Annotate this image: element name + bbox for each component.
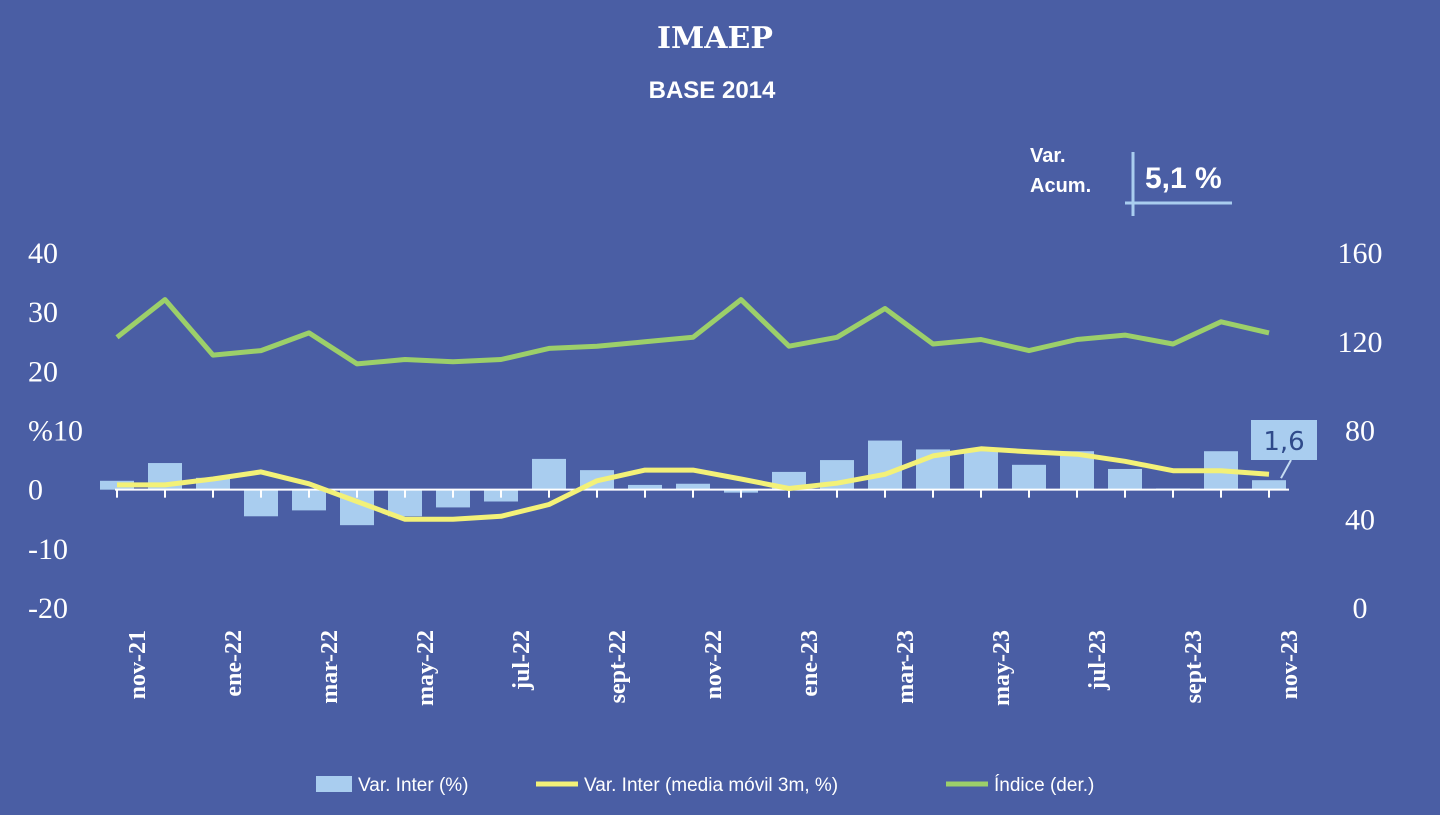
x-tick-label: may-23 [989,630,1015,706]
acum-annotation: Var. Acum. 5,1 % [1030,145,1232,216]
bar [964,449,998,490]
left-tick-label: 20 [28,355,58,388]
index-line [115,297,1270,367]
chart-title: IMAEP [657,21,773,56]
legend-label-index: Índice (der.) [994,775,1094,796]
left-tick-label: -20 [28,592,68,625]
x-tick-label: jul-22 [509,630,535,691]
bar [532,458,566,490]
callout-label: 1,6 [1263,427,1304,457]
bar [868,440,902,490]
x-axis-labels: nov-21 ene-22 mar-22 may-22 jul-22 sept-22 nov… [125,630,1303,706]
x-tick-label: jul-23 [1085,630,1111,691]
left-tick-label: %10 [28,415,83,448]
chart-subtitle: BASE 2014 [649,77,776,104]
legend: Var. Inter (%) Var. Inter (media móvil 3… [316,775,1094,796]
bar [1012,464,1046,490]
callout-leader [1280,459,1292,479]
x-axis-ticks [116,489,1270,498]
bar [676,483,710,490]
right-tick-label: 120 [1338,326,1383,359]
right-axis-ticks: 160 120 80 40 0 [1338,237,1383,625]
right-tick-label: 80 [1345,415,1375,448]
acum-label-line1: Var. [1030,145,1066,167]
last-value-callout: 1,6 [1251,420,1317,479]
x-tick-label: ene-22 [221,630,247,697]
moving-average-line [117,446,1270,522]
acum-value: 5,1 % [1145,162,1222,195]
bar [628,484,662,490]
left-tick-label: 40 [28,237,58,270]
x-tick-label: sept-22 [605,630,631,703]
legend-swatch-bars [316,776,352,792]
right-tick-label: 40 [1345,503,1375,536]
x-tick-label: nov-21 [125,630,151,699]
right-tick-label: 160 [1338,237,1383,270]
x-tick-label: ene-23 [797,630,823,697]
x-tick-label: mar-23 [893,630,919,704]
right-tick-label: 0 [1353,592,1368,625]
x-tick-label: nov-22 [701,630,727,699]
x-tick-label: sept-23 [1181,630,1207,703]
legend-label-bars: Var. Inter (%) [358,775,469,796]
bar [292,489,326,511]
left-tick-label: -10 [28,533,68,566]
bar [196,477,230,490]
bar-series [100,440,1286,526]
bar [436,489,470,508]
acum-label-line2: Acum. [1030,175,1091,197]
legend-label-moving-avg: Var. Inter (media móvil 3m, %) [584,775,838,796]
left-axis-ticks: 40 30 20 %10 0 -10 -20 [28,237,83,625]
left-tick-label: 0 [28,474,43,507]
x-tick-label: mar-22 [317,630,343,704]
line-series [115,297,1270,522]
x-tick-label: nov-23 [1277,630,1303,699]
callout-box [1251,420,1317,460]
left-tick-label: 30 [28,296,58,329]
bar [1252,480,1286,490]
x-tick-label: may-22 [413,630,439,706]
bar [1108,468,1142,490]
